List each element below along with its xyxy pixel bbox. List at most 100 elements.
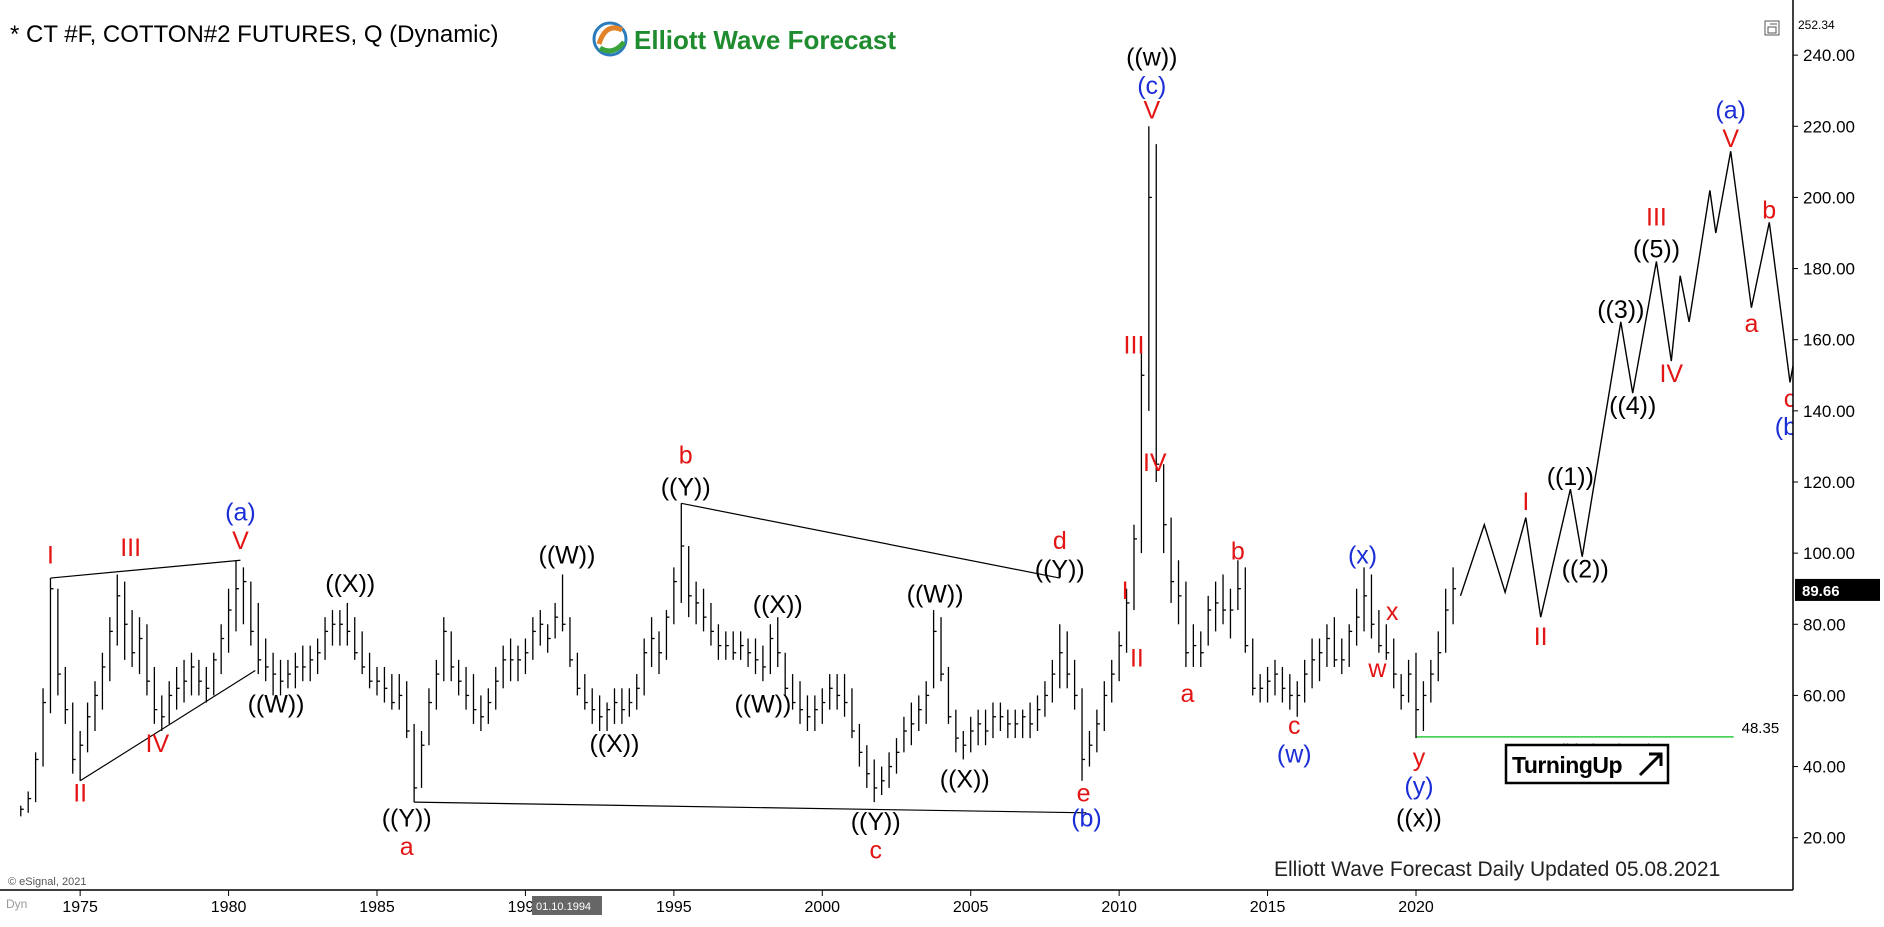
price-bar: [1430, 659, 1434, 703]
wave-label: ((5)): [1633, 235, 1680, 263]
x-tick-label: 1985: [359, 899, 395, 916]
turningup-text: TurningUp: [1512, 752, 1622, 778]
price-bar: [1452, 567, 1457, 625]
price-bar: [1311, 638, 1316, 689]
wave-label: ((W)): [539, 541, 596, 569]
price-bar: [435, 659, 440, 710]
price-bar: [175, 666, 180, 710]
wave-label: III: [1646, 203, 1667, 231]
price-bar: [250, 581, 254, 646]
price-bar: [1192, 624, 1197, 667]
price-bar: [992, 702, 996, 739]
price-bar: [101, 652, 106, 710]
price-bar: [621, 688, 625, 724]
top-value-box: [1796, 16, 1848, 32]
price-bar: [1341, 638, 1345, 675]
update-footer: Elliott Wave Forecast Daily Updated 05.0…: [1274, 858, 1720, 881]
price-bar: [257, 602, 262, 675]
wave-label: ((W)): [907, 580, 964, 608]
price-bar: [1222, 574, 1227, 625]
price-bar: [20, 805, 24, 817]
wave-label: b: [679, 442, 693, 470]
price-bar: [42, 688, 47, 767]
last-price-box: [1795, 578, 1880, 601]
window-restore-icon[interactable]: [1764, 20, 1780, 36]
price-bar: [443, 617, 447, 682]
price-bar: [547, 624, 551, 653]
y-tick-label: 20.00: [1803, 829, 1846, 848]
price-bar: [673, 567, 677, 625]
price-bar: [213, 652, 217, 696]
price-bar: [873, 759, 878, 803]
x-tick-label: 2015: [1250, 899, 1286, 916]
price-axis-ticks: 20.00 40.00 60.00 80.00 100.00 120.00 140.00 16…: [1793, 46, 1855, 848]
wave-label: w: [1367, 655, 1387, 683]
wave-label: I: [47, 541, 54, 569]
wave-label: V: [232, 527, 249, 555]
x-tick-label: 2005: [953, 899, 989, 916]
price-bar: [1437, 631, 1442, 682]
price-bar: [116, 574, 121, 646]
price-bar: [970, 716, 974, 753]
price-bar: [769, 624, 774, 675]
price-bar: [1111, 659, 1115, 703]
price-bar: [777, 617, 781, 667]
price-bar: [1096, 709, 1100, 753]
wave-label: y: [1413, 744, 1426, 772]
price-bar: [509, 638, 514, 682]
wave-label: d: [1053, 527, 1067, 555]
price-bar: [457, 659, 462, 696]
x-tick-label: 2010: [1101, 899, 1137, 916]
price-bar: [1155, 144, 1160, 482]
wave-label: II: [1130, 644, 1144, 672]
price-bar: [1007, 709, 1011, 739]
price-bar: [420, 730, 425, 788]
last-price-label: 89.66: [1802, 583, 1840, 600]
wave-label: (a): [225, 499, 256, 527]
arrow-up-right-icon: [1638, 752, 1663, 777]
price-bar: [636, 674, 640, 710]
price-bar: [227, 588, 232, 653]
y-tick-label: 220.00: [1803, 117, 1855, 136]
wave-label: IV: [1659, 360, 1683, 388]
price-bar: [710, 602, 714, 646]
price-bar: [1415, 652, 1419, 739]
price-bar: [814, 695, 818, 731]
x-tick-label: 2000: [804, 899, 840, 916]
price-bar: [1407, 659, 1412, 703]
price-bar: [376, 666, 381, 696]
price-bar: [962, 730, 967, 760]
price-bar: [1393, 638, 1397, 689]
price-bar: [858, 723, 863, 767]
price-bar: [984, 709, 989, 746]
price-bar: [754, 638, 759, 675]
price-bar: [1333, 617, 1338, 667]
price-bar: [495, 666, 499, 710]
trendline-0: [50, 559, 241, 579]
price-bar: [398, 674, 403, 710]
price-bar: [383, 666, 388, 703]
wave-label: II: [73, 780, 87, 808]
price-bar: [64, 666, 69, 724]
wave-label: ((W)): [734, 691, 791, 719]
y-tick-label: 80.00: [1803, 615, 1846, 634]
price-bar: [124, 581, 128, 660]
price-bar: [1125, 588, 1130, 653]
wave-label: I: [1122, 577, 1129, 605]
price-bar: [450, 631, 455, 682]
price-bar: [1059, 624, 1063, 689]
wave-label: e: [1077, 780, 1091, 808]
y-tick-label: 60.00: [1803, 686, 1846, 705]
price-bar: [688, 546, 692, 618]
price-bar: [346, 602, 351, 646]
wave-labels-layer: IIIIIIIVV(a)((X))((W))((Y))a((W))((X))b(…: [47, 43, 1805, 864]
time-axis-ticks: 1975 1980 1985 1990 1995 2000 2005 2010 2015 2020: [62, 890, 1434, 916]
cursor-date-label: 01.10.1994: [536, 901, 591, 913]
time-axis-area: [0, 890, 1884, 922]
wave-label: ((Y)): [1035, 556, 1085, 584]
price-bar: [161, 695, 165, 731]
price-bar: [829, 674, 833, 710]
wave-label: c: [869, 837, 882, 865]
price-bar: [309, 645, 314, 682]
